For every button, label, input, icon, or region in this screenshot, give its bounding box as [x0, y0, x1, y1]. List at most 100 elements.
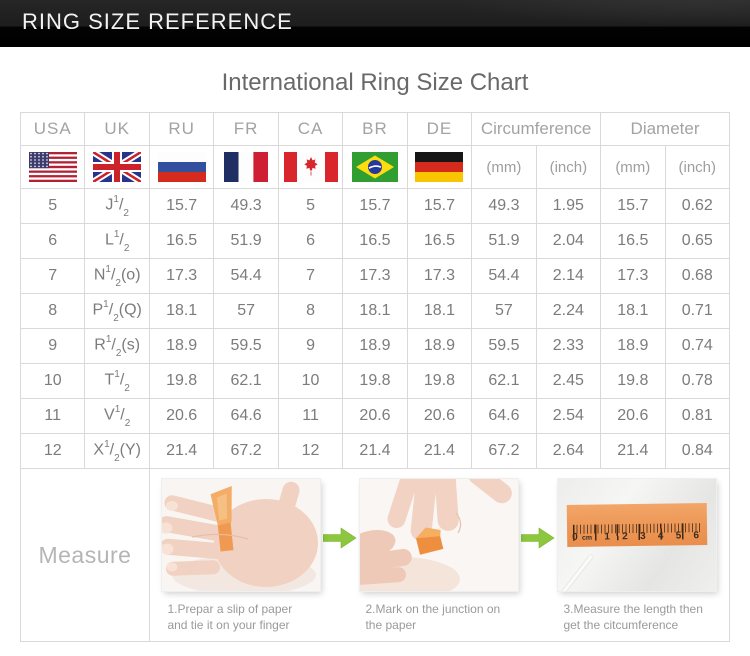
canada-flag-cell [277, 145, 344, 189]
size-table-body: 5 J1/2 15.7 49.3 5 15.7 15.7 49.3 1.95 15.7 0.62 6 L… [19, 188, 731, 469]
ruler-label: 4 [658, 530, 664, 542]
ruler-label: 2 [622, 531, 629, 543]
cell-ca: 10 [277, 363, 344, 399]
cell-de: 21.4 [406, 433, 473, 469]
circumference-inch-header: (inch) [535, 145, 602, 189]
paper-slip [562, 554, 594, 591]
diameter-inch-header: (inch) [664, 145, 731, 189]
cell-uk: V1/2 [84, 398, 150, 434]
ruler-strip: 0 cm 1 2 3 4 5 6 [567, 503, 708, 547]
cell-dia_mm: 20.6 [600, 398, 666, 434]
cell-fr: 59.5 [213, 328, 279, 364]
brazil-flag-cell [342, 145, 408, 189]
germany-flag-cell [406, 145, 473, 189]
cell-circ_in: 2.04 [535, 223, 602, 259]
cell-circ_in: 2.54 [535, 398, 602, 434]
cell-dia_mm: 17.3 [600, 258, 666, 294]
russia-flag-cell [148, 145, 215, 189]
cell-dia_mm: 18.9 [600, 328, 666, 364]
measure-step-3: 0 cm 1 2 3 4 5 6 3.Measure the length then get … [558, 479, 717, 633]
cell-usa: 8 [19, 293, 86, 329]
cell-ca: 11 [277, 398, 344, 434]
cell-usa: 12 [19, 433, 86, 469]
cell-dia_mm: 16.5 [600, 223, 666, 259]
size-row: 9 R1/2(s) 18.9 59.5 9 18.9 18.9 59.5 2.33 18.9 0.7… [19, 328, 731, 364]
cell-de: 15.7 [406, 188, 473, 224]
cell-br: 18.1 [342, 293, 408, 329]
ruler-label: 5 [676, 530, 682, 542]
russia-flag-icon [157, 152, 206, 182]
cell-br: 18.9 [342, 328, 408, 364]
cell-usa: 5 [19, 188, 86, 224]
cell-uk: J1/2 [84, 188, 150, 224]
col-header-circumference: Circumference [471, 112, 602, 146]
cell-fr: 49.3 [213, 188, 279, 224]
size-row: 8 P1/2(Q) 18.1 57 8 18.1 18.1 57 2.24 18.1 0.71 [19, 293, 731, 329]
marking-paper-illustration [360, 479, 519, 591]
cell-ca: 6 [277, 223, 344, 259]
cell-ru: 21.4 [148, 433, 215, 469]
circumference-mm-header: (mm) [471, 145, 537, 189]
cell-circ_in: 2.64 [535, 433, 602, 469]
measure-content: 1.Prepar a slip of paper and tie it on y… [148, 467, 731, 643]
cell-circ_mm: 64.6 [471, 398, 537, 434]
col-header-de: DE [406, 112, 473, 146]
right-arrow-icon [521, 527, 555, 549]
cell-dia_in: 0.74 [664, 328, 731, 364]
cell-uk: L1/2 [84, 223, 150, 259]
cell-circ_mm: 62.1 [471, 363, 537, 399]
size-row: 10 T1/2 19.8 62.1 10 19.8 19.8 62.1 2.45 19.8 0.78 [19, 363, 731, 399]
cell-dia_mm: 21.4 [600, 433, 666, 469]
col-header-diameter: Diameter [600, 112, 730, 146]
cell-dia_in: 0.84 [664, 433, 731, 469]
cell-usa: 9 [19, 328, 86, 364]
germany-flag-icon [415, 152, 464, 182]
cell-dia_in: 0.71 [664, 293, 731, 329]
cell-br: 17.3 [342, 258, 408, 294]
cell-dia_in: 0.78 [664, 363, 731, 399]
col-header-uk: UK [84, 112, 150, 146]
cell-ru: 15.7 [148, 188, 215, 224]
cell-br: 19.8 [342, 363, 408, 399]
cell-br: 21.4 [342, 433, 408, 469]
flag-row: (mm) (inch) (mm) (inch) [19, 145, 731, 189]
measure-step-3-caption: 3.Measure the length then get the citcum… [563, 602, 703, 632]
cell-dia_mm: 19.8 [600, 363, 666, 399]
cell-fr: 51.9 [213, 223, 279, 259]
ruler-numbers: 0 cm 1 2 3 4 5 6 [573, 530, 700, 543]
ruler-label: 0 [572, 531, 579, 543]
col-header-br: BR [342, 112, 408, 146]
ruler-label: 6 [693, 530, 700, 542]
cell-ru: 20.6 [148, 398, 215, 434]
cell-fr: 54.4 [213, 258, 279, 294]
country-header-row: USA UK RU FR CA BR DE Circumference Diam… [19, 112, 730, 146]
ruler-label: cm [582, 534, 593, 542]
cell-dia_in: 0.65 [664, 223, 731, 259]
measure-step-1: 1.Prepar a slip of paper and tie it on y… [162, 479, 321, 633]
banner: RING SIZE REFERENCE [0, 0, 750, 47]
cell-circ_in: 2.24 [535, 293, 602, 329]
cell-circ_in: 2.45 [535, 363, 602, 399]
cell-dia_mm: 15.7 [600, 188, 666, 224]
cell-ru: 17.3 [148, 258, 215, 294]
col-header-fr: FR [213, 112, 279, 146]
cell-ru: 16.5 [148, 223, 215, 259]
usa-flag-icon [28, 152, 77, 182]
cell-br: 15.7 [342, 188, 408, 224]
ring-size-table: USA UK RU FR CA BR DE Circumference Diam… [19, 112, 731, 643]
cell-uk: N1/2(o) [84, 258, 150, 294]
cell-de: 18.1 [406, 293, 473, 329]
size-row: 11 V1/2 20.6 64.6 11 20.6 20.6 64.6 2.54 20.6 0.81 [19, 398, 731, 434]
cell-br: 20.6 [342, 398, 408, 434]
measure-steps: 1.Prepar a slip of paper and tie it on y… [152, 479, 727, 633]
measure-label: Measure [20, 467, 150, 643]
cell-circ_mm: 59.5 [471, 328, 537, 364]
cell-uk: R1/2(s) [84, 328, 150, 364]
cell-ca: 7 [277, 258, 344, 294]
cell-circ_in: 2.33 [535, 328, 602, 364]
size-row: 5 J1/2 15.7 49.3 5 15.7 15.7 49.3 1.95 15.7 0.62 [19, 188, 731, 224]
cell-uk: T1/2 [84, 363, 150, 399]
ruler-label: 3 [640, 530, 647, 542]
cell-circ_mm: 67.2 [471, 433, 537, 469]
cell-usa: 7 [19, 258, 86, 294]
